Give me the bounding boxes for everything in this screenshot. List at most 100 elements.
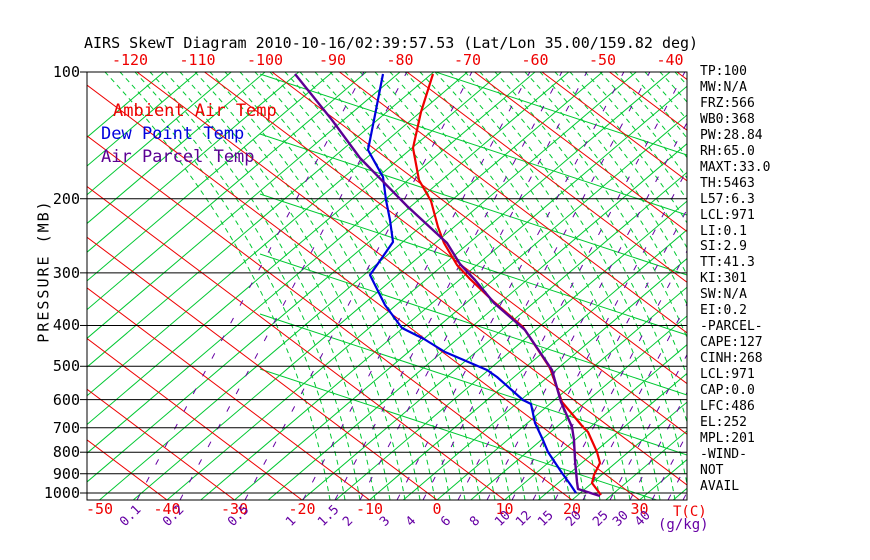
dry-adiabat-line [204,72,687,435]
mixing-ratio-line [457,72,686,500]
stats-line: EL:252 [700,414,747,430]
top-temp-tick-label: -60 [521,51,549,69]
isotherm-line [87,72,570,483]
stats-line: AVAIL [700,478,740,494]
isotherm-line [436,286,687,500]
pressure-tick-label: 200 [52,189,80,208]
dry-adiabat-line [87,388,235,500]
stats-line: EI:0.2 [700,303,747,319]
moist-adiabat-line [464,72,687,487]
moist-adiabat-line [840,72,870,500]
stats-line: CAPE:127 [700,335,763,351]
moist-adiabat-line [359,72,586,500]
legend-air-parcel-temp: Air Parcel Temp [101,147,255,167]
mixing-ratio-line [359,72,588,500]
stats-line: SI:2.9 [700,239,747,255]
mixing-ratio-line [511,168,687,500]
mixing-ratio-line [302,72,531,500]
moist-adiabat-line [825,72,870,500]
stats-line: MPL:201 [700,430,755,446]
moist-adiabat-line [134,72,361,500]
mixing-ratio-axis-unit: (g/kg) [658,517,709,533]
moist-adiabat-line [419,72,646,500]
mixing-ratio-line [334,72,563,500]
top-temp-tick-label: -100 [246,51,284,69]
stats-line: LI:0.1 [700,223,747,239]
chart-title: AIRS SkewT Diagram 2010-10-16/02:39:57.5… [84,34,699,52]
pressure-tick-label: 100 [52,63,80,81]
temp-axis-unit: T(C) [673,504,707,520]
moist-adiabat-line [659,72,687,103]
moist-adiabat-line [284,72,511,500]
mixing-ratio-line [486,121,687,500]
stats-line: WB0:368 [700,111,755,127]
moist-adiabat-line [254,72,481,500]
isotherm-line [87,72,232,196]
bottom-temp-tick-label: -30 [220,500,249,518]
moist-adiabat-line [299,72,526,500]
dry-adiabat-line [87,185,505,500]
dry-adiabat-line [87,84,640,500]
stats-line: LCL:971 [700,207,755,223]
background-lines [87,72,870,500]
dry-adiabat-line [136,72,687,486]
dry-adiabat-line [87,337,303,500]
top-temp-tick-label: -70 [453,51,482,69]
plot-border [86,71,688,501]
top-temp-tick-label: -40 [656,51,684,69]
moist-adiabat-line [329,72,556,500]
moist-adiabat-line [780,72,870,500]
moist-adiabat-line [224,72,451,500]
dry-adiabat-line [541,72,687,182]
stats-line: NOT [700,462,724,478]
isotherm-line [99,72,603,500]
moist-adiabat-upper-line [259,133,687,276]
moist-adiabat-line [119,72,346,500]
pressure-tick-label: 400 [52,316,80,335]
legend-ambient-air-temp: Ambient Air Temp [113,101,277,121]
top-temp-tick-label: -110 [179,51,216,69]
moist-adiabat-line [810,72,870,500]
pressure-tick-label: 1000 [43,484,80,502]
stats-line: TT:41.3 [700,255,755,271]
pressure-tick-label: 700 [52,418,80,437]
stats-line: LCL:971 [700,367,755,383]
isotherm-line [504,344,687,500]
isotherm-line [200,85,687,500]
pressure-tick-label: 800 [52,443,80,462]
moist-adiabat-line [389,72,616,500]
stats-line: MW:N/A [700,79,747,95]
dry-adiabat-line [87,287,370,500]
moist-adiabat-line [584,72,687,201]
moist-adiabat-upper-line [259,368,659,500]
moist-adiabat-line [765,72,870,500]
dry-adiabat-line [271,72,687,385]
mixing-ratio-line [244,72,473,500]
stats-line: PW:28.84 [700,127,763,143]
moist-adiabat-line [239,72,466,500]
mixing-ratio-line [422,72,651,500]
moist-adiabat-line [494,72,687,378]
pressure-tick-label: 600 [52,390,80,409]
pressure-tick-label: 500 [52,357,80,376]
isotherm-line [267,143,687,500]
bottom-temp-tick-label: 0 [432,500,442,518]
mixing-ratio-line [609,353,687,500]
mixing-ratio-line [396,72,625,500]
isotherm-line [87,72,367,311]
isotherm-line [301,171,687,500]
isotherm-line [571,401,687,500]
stats-line: TP:100 [700,64,747,79]
isotherm-line [335,200,687,500]
mixing-ratio-line [667,463,687,500]
bottom-temp-tick-label: -50 [85,500,114,518]
dry-adiabat-line [87,135,573,500]
moist-adiabat-line [629,72,687,139]
moist-adiabat-line [179,72,406,500]
stats-line: L57:6.3 [700,191,755,207]
dew-point-curve [366,73,577,494]
moist-adiabat-line [269,72,496,500]
stats-line: -PARCEL- [700,319,763,335]
bottom-temp-tick-label: -40 [153,500,181,518]
